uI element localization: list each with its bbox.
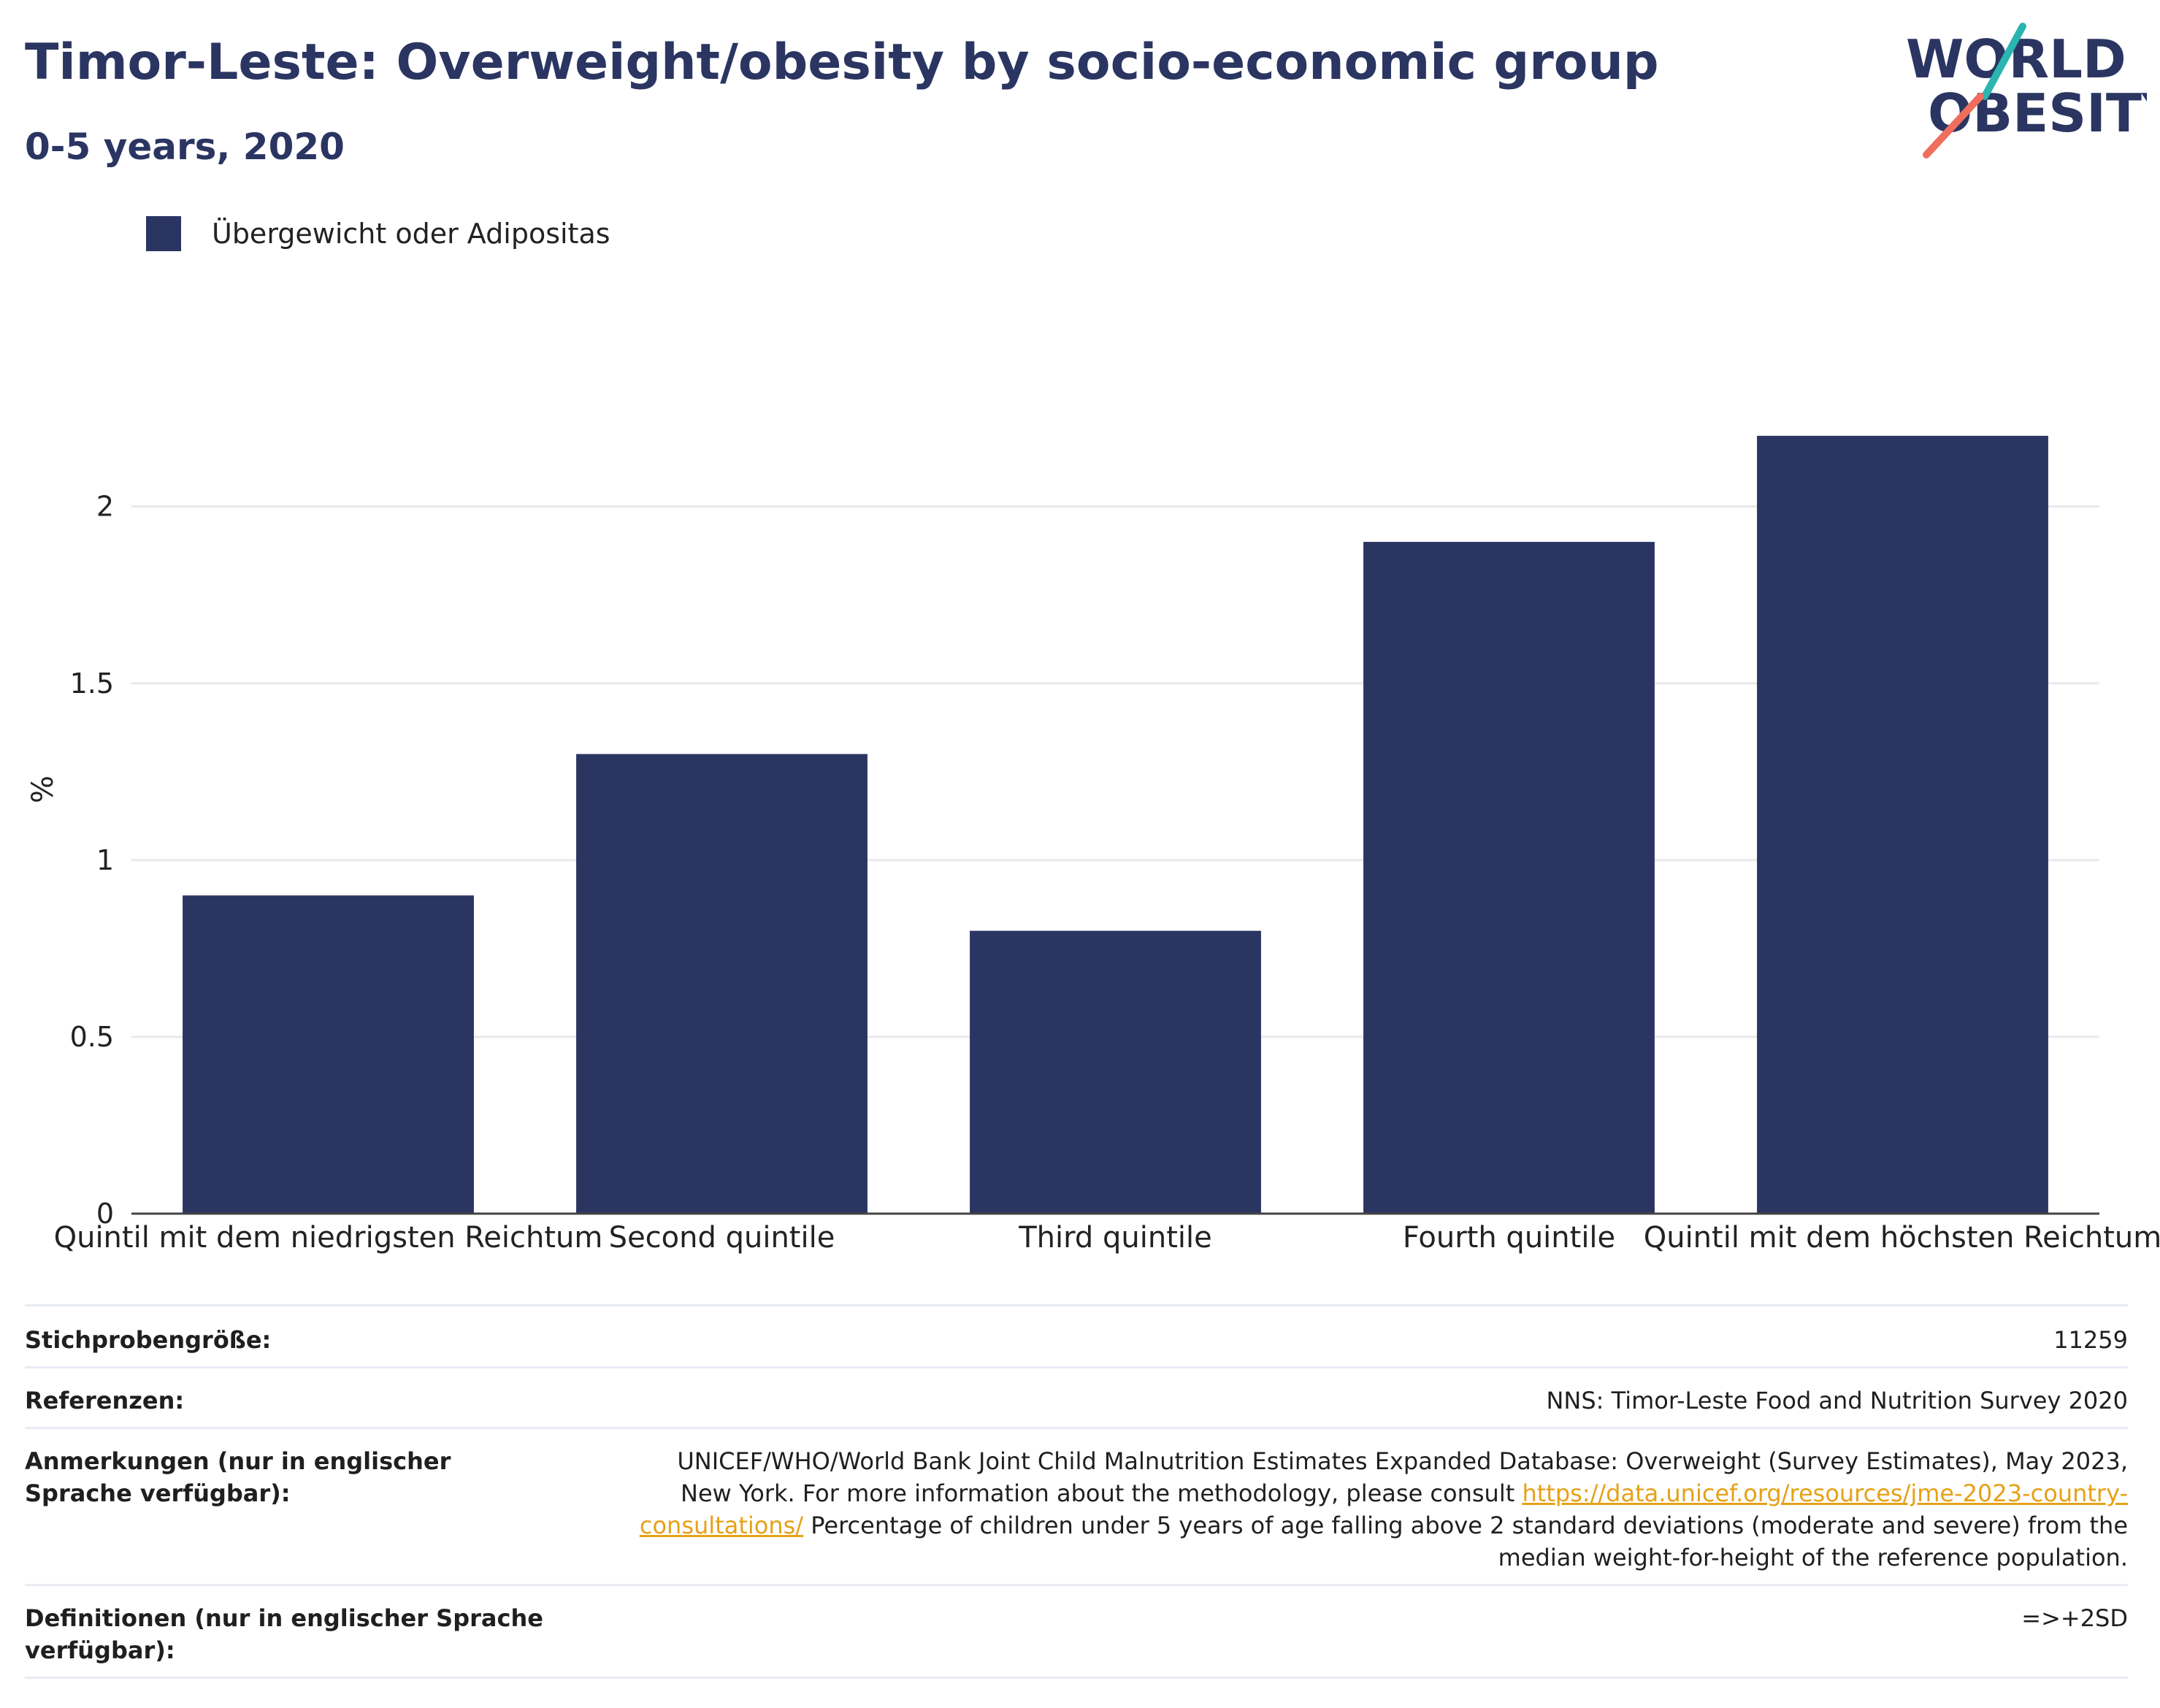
x-tick-label: Fourth quintile	[1403, 1221, 1615, 1255]
bar	[183, 895, 474, 1214]
info-row-references: Referenzen: NNS: Timor-Leste Food and Nu…	[25, 1366, 2128, 1427]
definitions-value: =>+2SD	[2021, 1604, 2128, 1632]
info-row-definitions: Definitionen (nur in englischer Sprache …	[25, 1584, 2128, 1677]
references-label: Referenzen:	[25, 1387, 185, 1414]
legend-label: Übergewicht oder Adipositas	[212, 218, 610, 250]
definitions-label: Definitionen (nur in englischer Sprache …	[25, 1604, 543, 1664]
y-tick-label: 2	[96, 491, 114, 523]
bar	[576, 754, 868, 1214]
notes-text-after: Percentage of children under 5 years of …	[803, 1512, 2128, 1571]
x-tick-label: Second quintile	[609, 1221, 835, 1255]
world-obesity-logo: WORLD OBESITY	[1906, 23, 2147, 158]
notes-value: UNICEF/WHO/World Bank Joint Child Malnut…	[551, 1445, 2128, 1574]
y-tick-label: 1.5	[70, 667, 114, 700]
logo-slash-teal	[1981, 23, 2026, 100]
bar	[970, 930, 1261, 1214]
sample-size-label: Stichprobengröße:	[25, 1326, 272, 1354]
chart-title: Timor-Leste: Overweight/obesity by socio…	[25, 34, 1659, 91]
notes-text-before: UNICEF/WHO/World Bank Joint Child Malnut…	[677, 1447, 2128, 1507]
table-bottom-rule	[25, 1677, 2128, 1679]
info-table: Stichprobengröße: 11259 Referenzen: NNS:…	[25, 1304, 2128, 1679]
y-tick-label: 0.5	[70, 1021, 114, 1053]
info-row-sample-size: Stichprobengröße: 11259	[25, 1304, 2128, 1366]
notes-label: Anmerkungen (nur in englischer Sprache v…	[25, 1447, 451, 1507]
references-value: NNS: Timor-Leste Food and Nutrition Surv…	[1546, 1387, 2128, 1414]
info-row-notes: Anmerkungen (nur in englischer Sprache v…	[25, 1427, 2128, 1584]
bar	[1363, 542, 1655, 1214]
x-tick-label: Third quintile	[1018, 1221, 1211, 1255]
logo-slash-coral	[1923, 93, 1984, 158]
sample-size-value: 11259	[2053, 1326, 2128, 1354]
bar-chart: 0 0.5 1 1.5 2% Quintil mit dem niedrigsten Re…	[26, 435, 2160, 1255]
y-tick-label: 1	[96, 844, 114, 876]
chart-subtitle: 0-5 years, 2020	[25, 126, 345, 168]
legend-swatch	[146, 216, 181, 251]
x-tick-label: Quintil mit dem niedrigsten Reichtum	[54, 1221, 603, 1255]
chart-legend[interactable]: Übergewicht oder Adipositas	[146, 216, 610, 251]
y-axis-label: %	[26, 776, 60, 803]
y-tick-label: 0	[96, 1198, 114, 1230]
bar	[1757, 435, 2048, 1214]
methodology-link[interactable]: https://data.unicef.org/resources/jme-20…	[639, 1479, 2128, 1539]
x-tick-label: Quintil mit dem höchsten Reichtum	[1644, 1221, 2160, 1255]
